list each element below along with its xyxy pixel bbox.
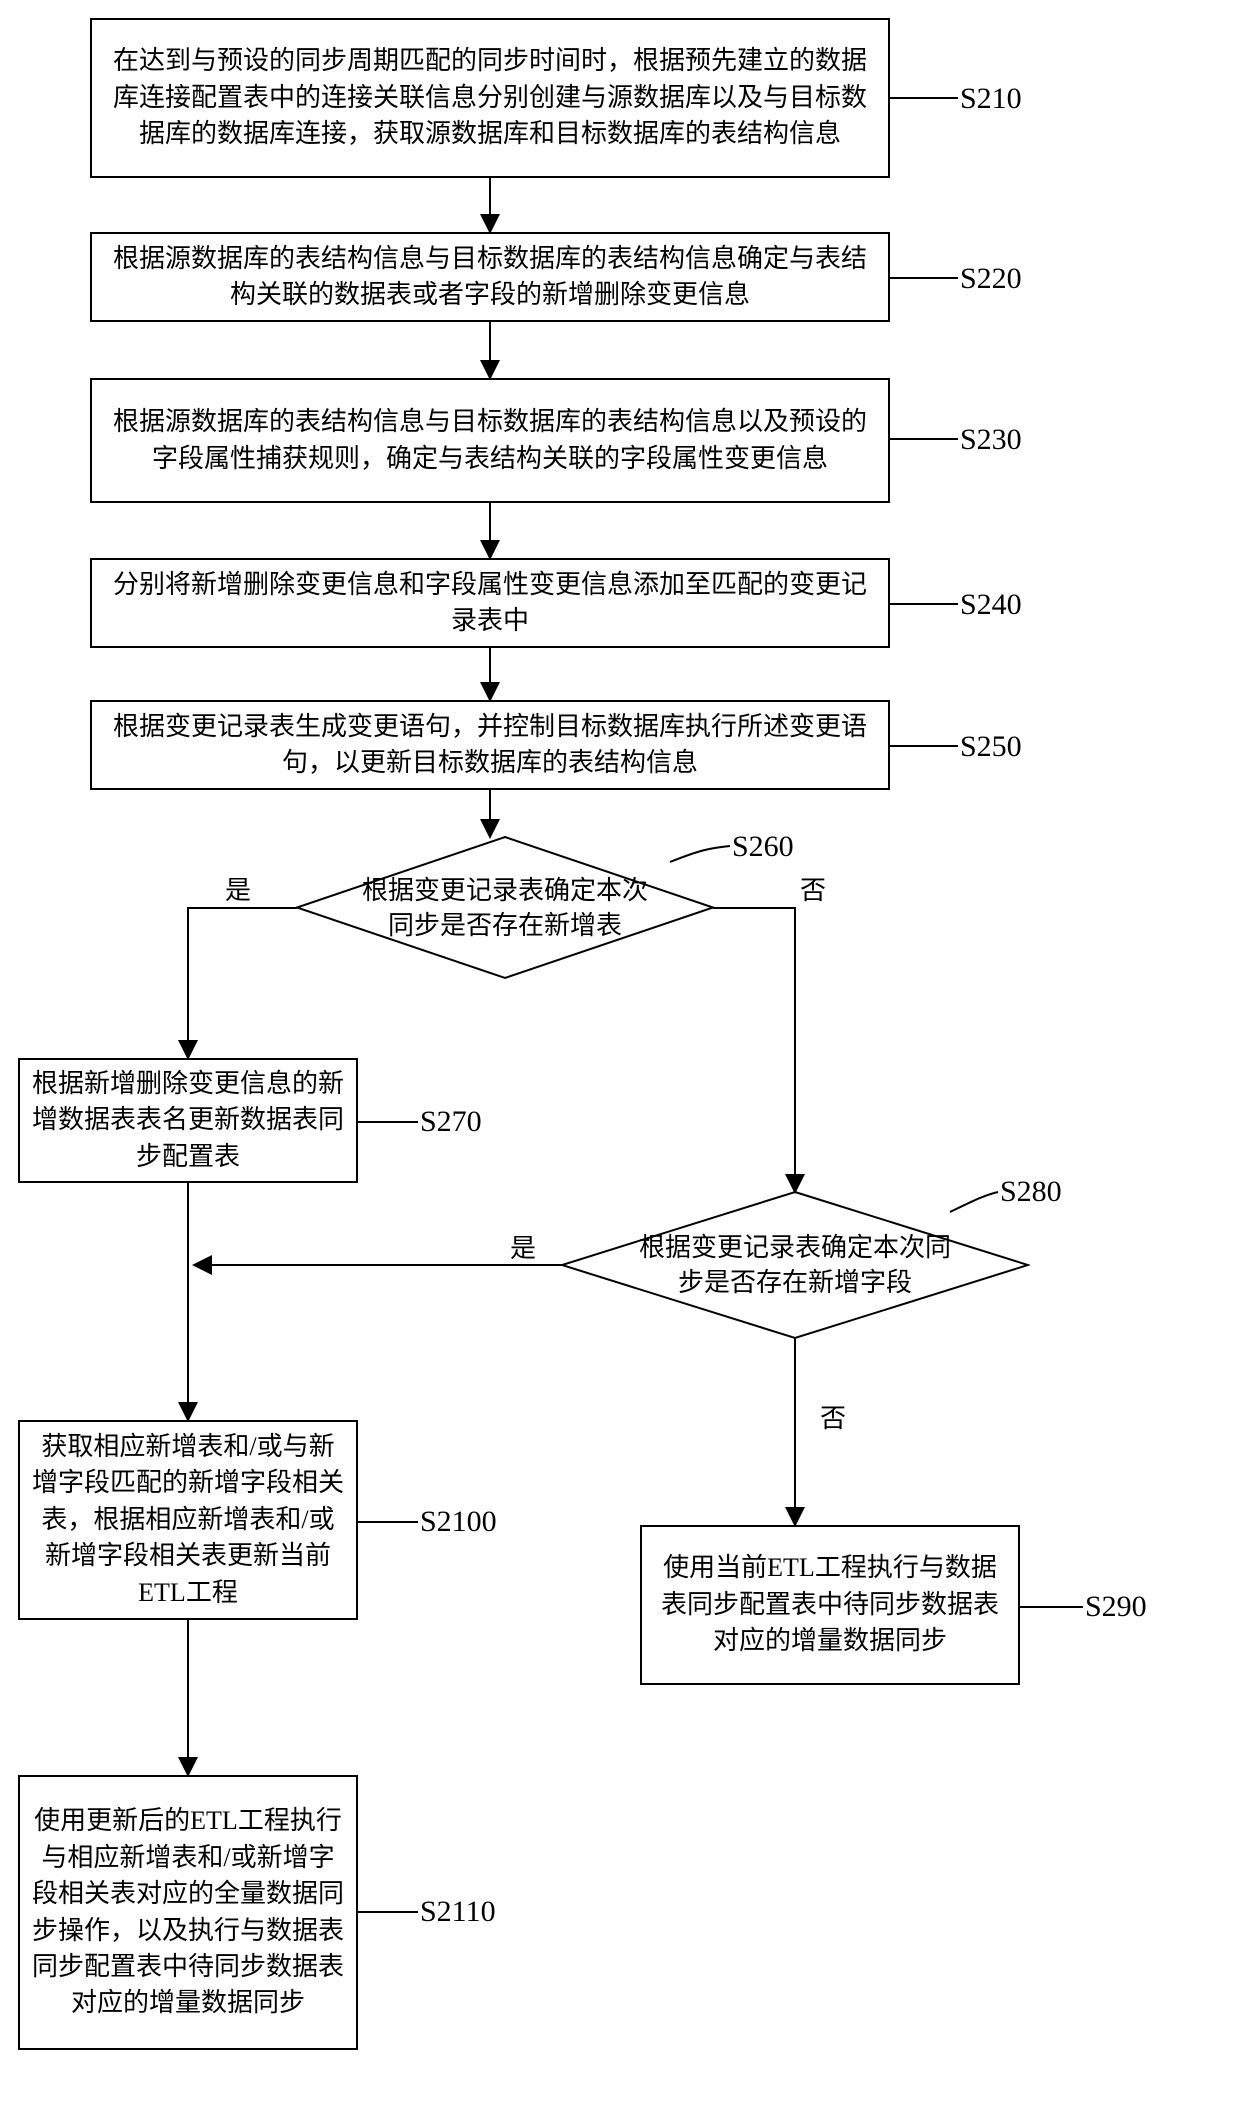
step-s220: 根据源数据库的表结构信息与目标数据库的表结构信息确定与表结构关联的数据表或者字段… [90, 232, 890, 322]
decision-s260: 根据变更记录表确定本次同步是否存在新增表 [295, 835, 715, 980]
label-s230: S230 [960, 423, 1022, 457]
branch-yes-s280: 是 [510, 1228, 536, 1265]
branch-no-s260: 否 [800, 870, 826, 907]
decision-text: 根据变更记录表确定本次同步是否存在新增表 [358, 872, 652, 942]
label-s220: S220 [960, 262, 1022, 296]
step-text: 根据变更记录表生成变更语句，并控制目标数据库执行所述变更语句，以更新目标数据库的… [104, 709, 876, 782]
step-text: 使用当前ETL工程执行与数据表同步配置表中待同步数据表对应的增量数据同步 [654, 1550, 1006, 1659]
label-s260: S260 [732, 830, 794, 864]
label-s2110: S2110 [420, 1895, 496, 1929]
label-s270: S270 [420, 1105, 482, 1139]
branch-no-s280: 否 [820, 1398, 846, 1435]
label-s210: S210 [960, 82, 1022, 116]
step-text: 在达到与预设的同步周期匹配的同步时间时，根据预先建立的数据库连接配置表中的连接关… [104, 43, 876, 152]
step-text: 分别将新增删除变更信息和字段属性变更信息添加至匹配的变更记录表中 [104, 567, 876, 640]
decision-text: 根据变更记录表确定本次同步是否存在新增字段 [631, 1230, 960, 1300]
step-s240: 分别将新增删除变更信息和字段属性变更信息添加至匹配的变更记录表中 [90, 558, 890, 648]
branch-yes-s260: 是 [225, 870, 251, 907]
step-s210: 在达到与预设的同步周期匹配的同步时间时，根据预先建立的数据库连接配置表中的连接关… [90, 18, 890, 178]
step-text: 根据源数据库的表结构信息与目标数据库的表结构信息确定与表结构关联的数据表或者字段… [104, 241, 876, 314]
step-s290: 使用当前ETL工程执行与数据表同步配置表中待同步数据表对应的增量数据同步 [640, 1525, 1020, 1685]
step-s2100: 获取相应新增表和/或与新增字段匹配的新增字段相关表，根据相应新增表和/或新增字段… [18, 1420, 358, 1620]
step-text: 使用更新后的ETL工程执行与相应新增表和/或新增字段相关表对应的全量数据同步操作… [32, 1803, 344, 2021]
label-s240: S240 [960, 588, 1022, 622]
step-text: 根据新增删除变更信息的新增数据表表名更新数据表同步配置表 [32, 1066, 344, 1175]
label-s250: S250 [960, 730, 1022, 764]
step-s230: 根据源数据库的表结构信息与目标数据库的表结构信息以及预设的字段属性捕获规则，确定… [90, 378, 890, 503]
step-s250: 根据变更记录表生成变更语句，并控制目标数据库执行所述变更语句，以更新目标数据库的… [90, 700, 890, 790]
label-s2100: S2100 [420, 1505, 497, 1539]
label-s280: S280 [1000, 1175, 1062, 1209]
step-text: 获取相应新增表和/或与新增字段匹配的新增字段相关表，根据相应新增表和/或新增字段… [32, 1429, 344, 1611]
step-s2110: 使用更新后的ETL工程执行与相应新增表和/或新增字段相关表对应的全量数据同步操作… [18, 1775, 358, 2050]
decision-s280: 根据变更记录表确定本次同步是否存在新增字段 [560, 1190, 1030, 1340]
step-text: 根据源数据库的表结构信息与目标数据库的表结构信息以及预设的字段属性捕获规则，确定… [104, 404, 876, 477]
step-s270: 根据新增删除变更信息的新增数据表表名更新数据表同步配置表 [18, 1058, 358, 1183]
label-s290: S290 [1085, 1590, 1147, 1624]
